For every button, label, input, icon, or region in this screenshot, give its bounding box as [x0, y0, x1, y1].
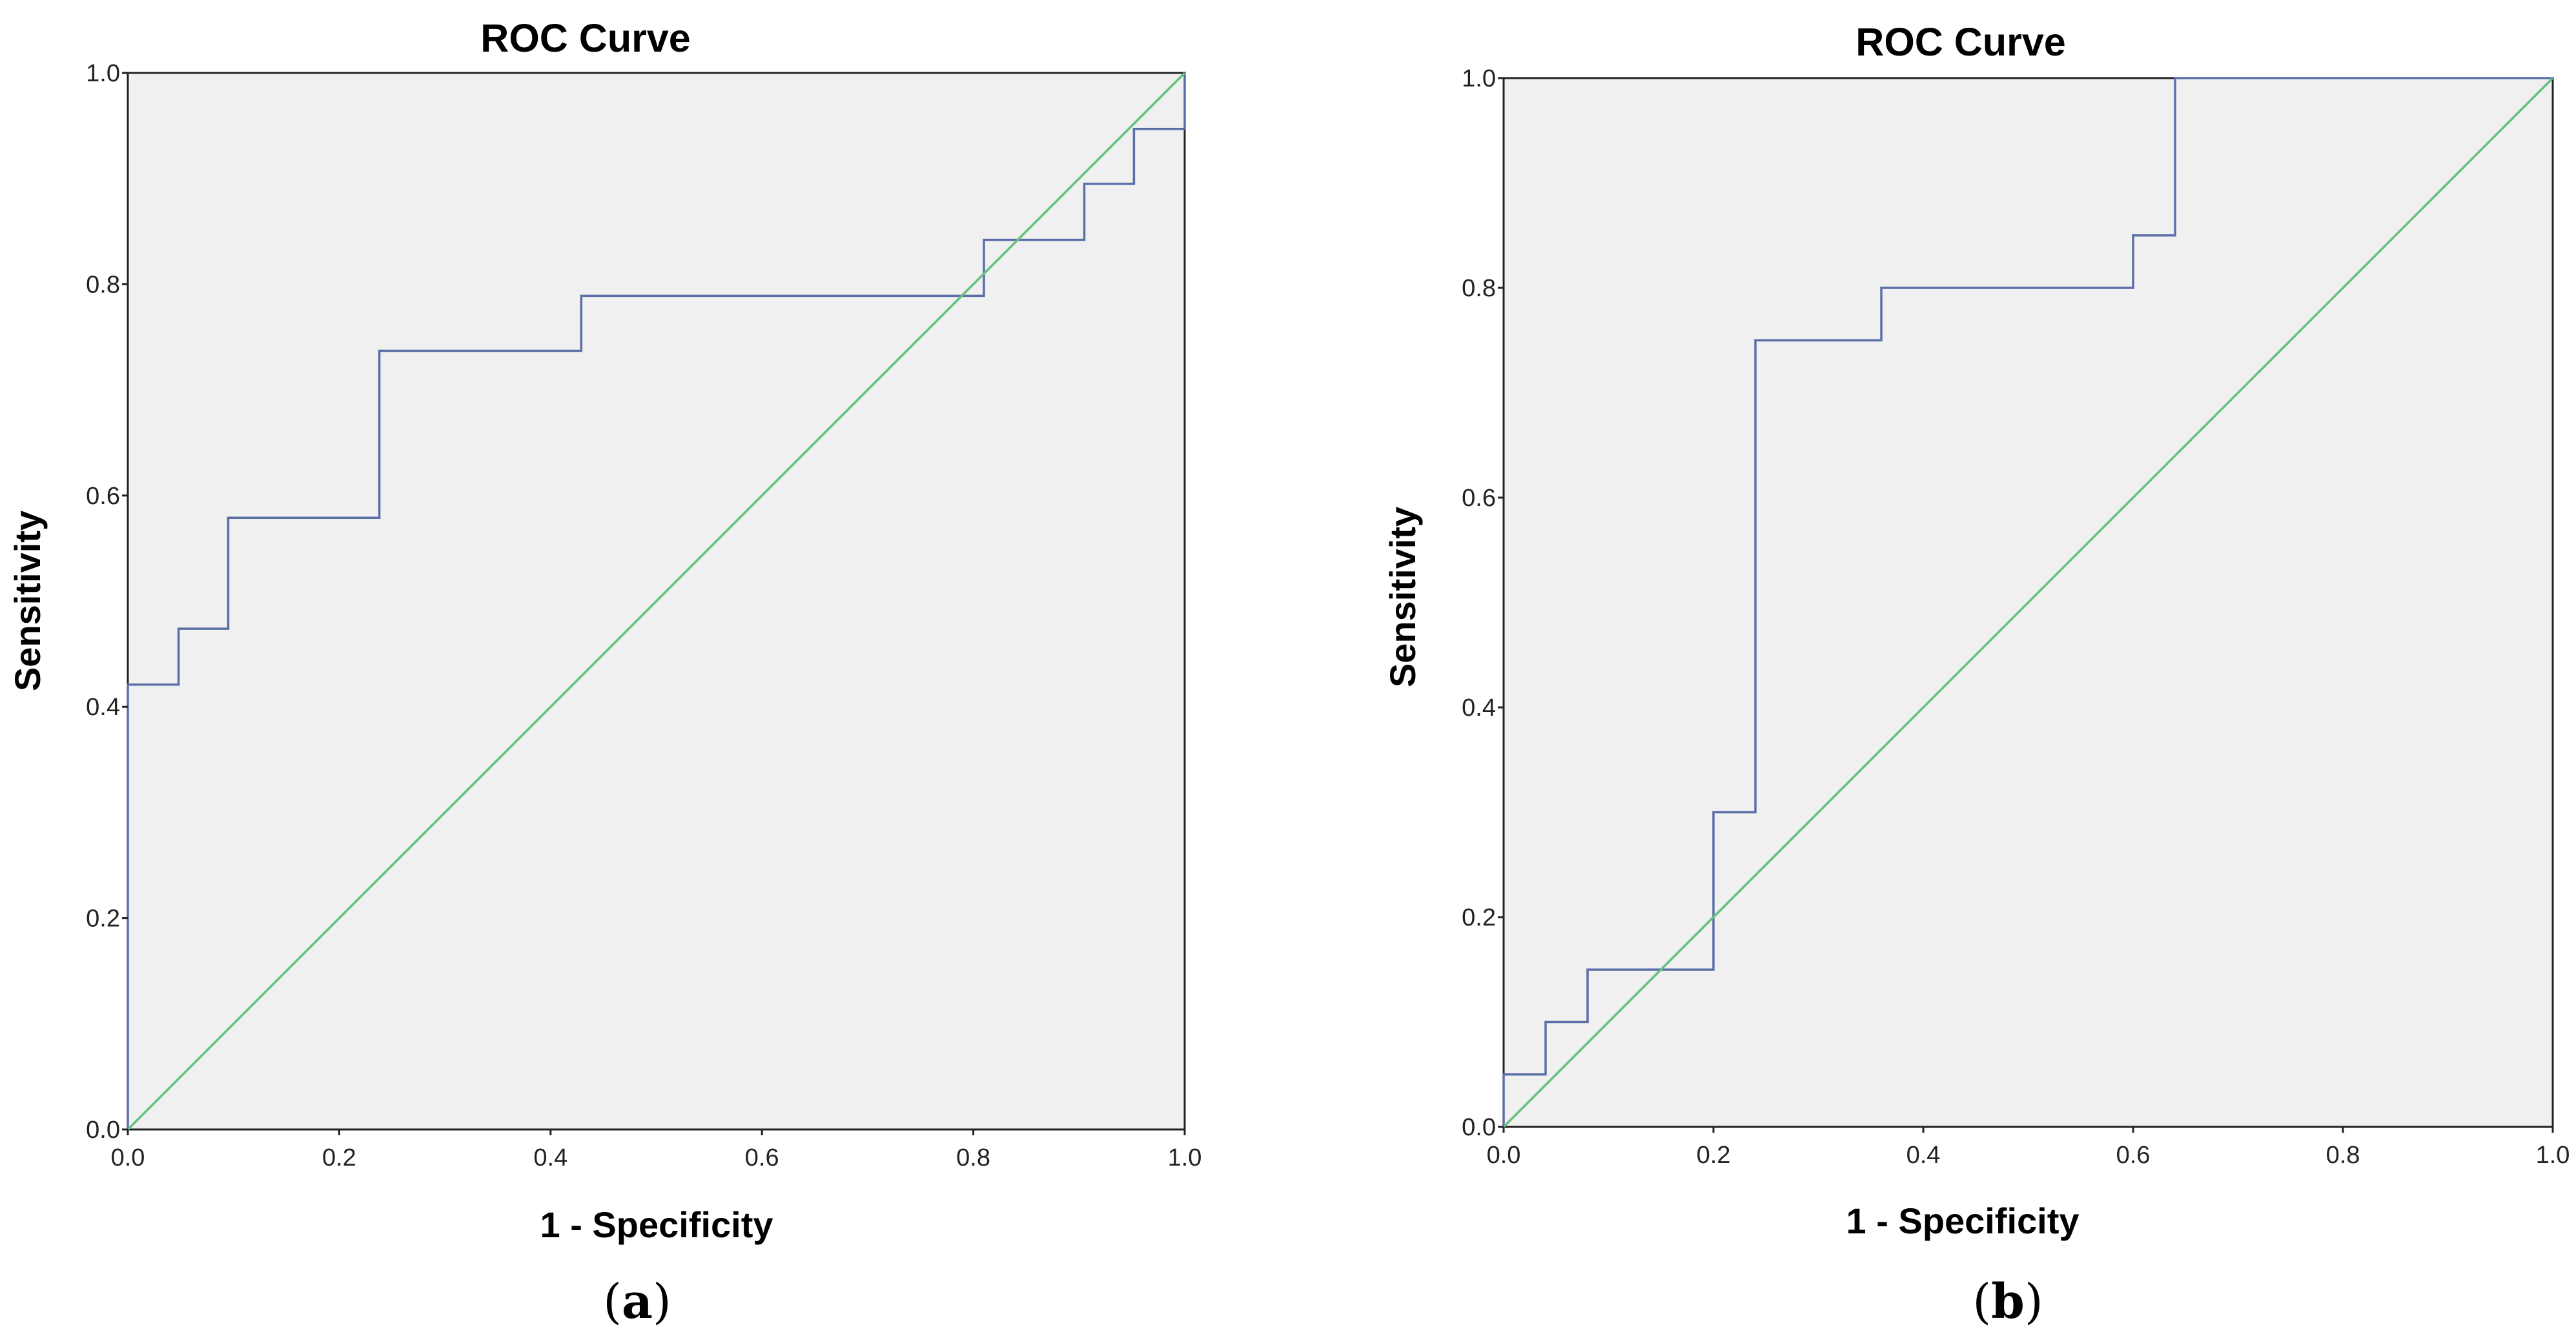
x-tick-label-b: 0.0	[1487, 1142, 1521, 1169]
y-tick-label-a: 1.0	[86, 60, 120, 87]
series-layer-a	[127, 72, 1186, 1131]
y-tick-label-a: 0.4	[86, 694, 120, 721]
y-tick-label-a: 0.2	[86, 906, 120, 933]
y-axis-label-b: Sensitivity	[1382, 507, 1423, 687]
x-tick-label-a: 0.2	[322, 1144, 356, 1171]
x-tick-label-b: 0.4	[1906, 1142, 1941, 1169]
y-ticks-a: 0.0 0.2 0.4 0.6 0.8 1.0	[86, 60, 128, 1144]
y-axis-label-a: Sensitivity	[7, 511, 48, 691]
reference-line-b	[1502, 77, 2554, 1128]
y-tick-label-b: 0.8	[1462, 275, 1496, 302]
y-tick-label-b: 0.2	[1462, 904, 1496, 931]
reference-line-a	[127, 72, 1186, 1131]
x-axis-label-a: 1 - Specificity	[540, 1204, 773, 1245]
panel-label-b-letter: b	[1991, 1274, 2025, 1330]
y-tick-label-b: 1.0	[1462, 65, 1496, 92]
x-tick-label-a: 0.0	[111, 1144, 145, 1171]
x-tick-label-a: 0.6	[745, 1144, 779, 1171]
x-ticks-a: 0.0 0.2 0.4 0.6 0.8 1.0	[111, 1129, 1202, 1171]
y-ticks-b: 0.0 0.2 0.4 0.6 0.8 1.0	[1462, 65, 1504, 1141]
x-tick-label-b: 0.6	[2116, 1142, 2151, 1169]
y-tick-label-a: 0.0	[86, 1117, 120, 1144]
roc-curve-b	[1502, 77, 2553, 1127]
x-tick-label-a: 1.0	[1168, 1144, 1202, 1171]
x-tick-label-b: 0.2	[1697, 1142, 1731, 1169]
y-tick-label-b: 0.4	[1462, 694, 1496, 722]
y-tick-label-a: 0.8	[86, 271, 120, 298]
panel-label-a: (a)	[603, 1274, 671, 1330]
chart-panel-a: ROC Curve 0.00.20.40.60.81.0 0.0 0.2 0.4 0.…	[7, 16, 1201, 1330]
panel-label-b: (b)	[1972, 1274, 2043, 1330]
chart-title-b: ROC Curve	[1855, 20, 2065, 64]
x-tick-label-b: 0.8	[2326, 1142, 2360, 1169]
x-tick-label-a: 0.8	[956, 1144, 990, 1171]
x-tick-label-b: 1.0	[2536, 1142, 2570, 1169]
chart-panel-b: ROC Curve 0.00.20.40.60.81.0 0.0 0.2 0.4 0.…	[1382, 20, 2570, 1330]
y-tick-label-b: 0.6	[1462, 485, 1496, 512]
x-ticks-b: 0.0 0.2 0.4 0.6 0.8 1.0	[1487, 1127, 2570, 1169]
roc-curve-a	[127, 73, 1186, 1129]
panel-label-a-letter: a	[622, 1274, 653, 1330]
chart-title-a: ROC Curve	[480, 16, 690, 60]
series-layer-b	[1502, 77, 2554, 1128]
y-tick-label-b: 0.0	[1462, 1114, 1496, 1141]
y-tick-label-a: 0.6	[86, 483, 120, 510]
x-axis-label-b: 1 - Specificity	[1846, 1200, 2079, 1241]
x-tick-label-a: 0.4	[533, 1144, 567, 1171]
